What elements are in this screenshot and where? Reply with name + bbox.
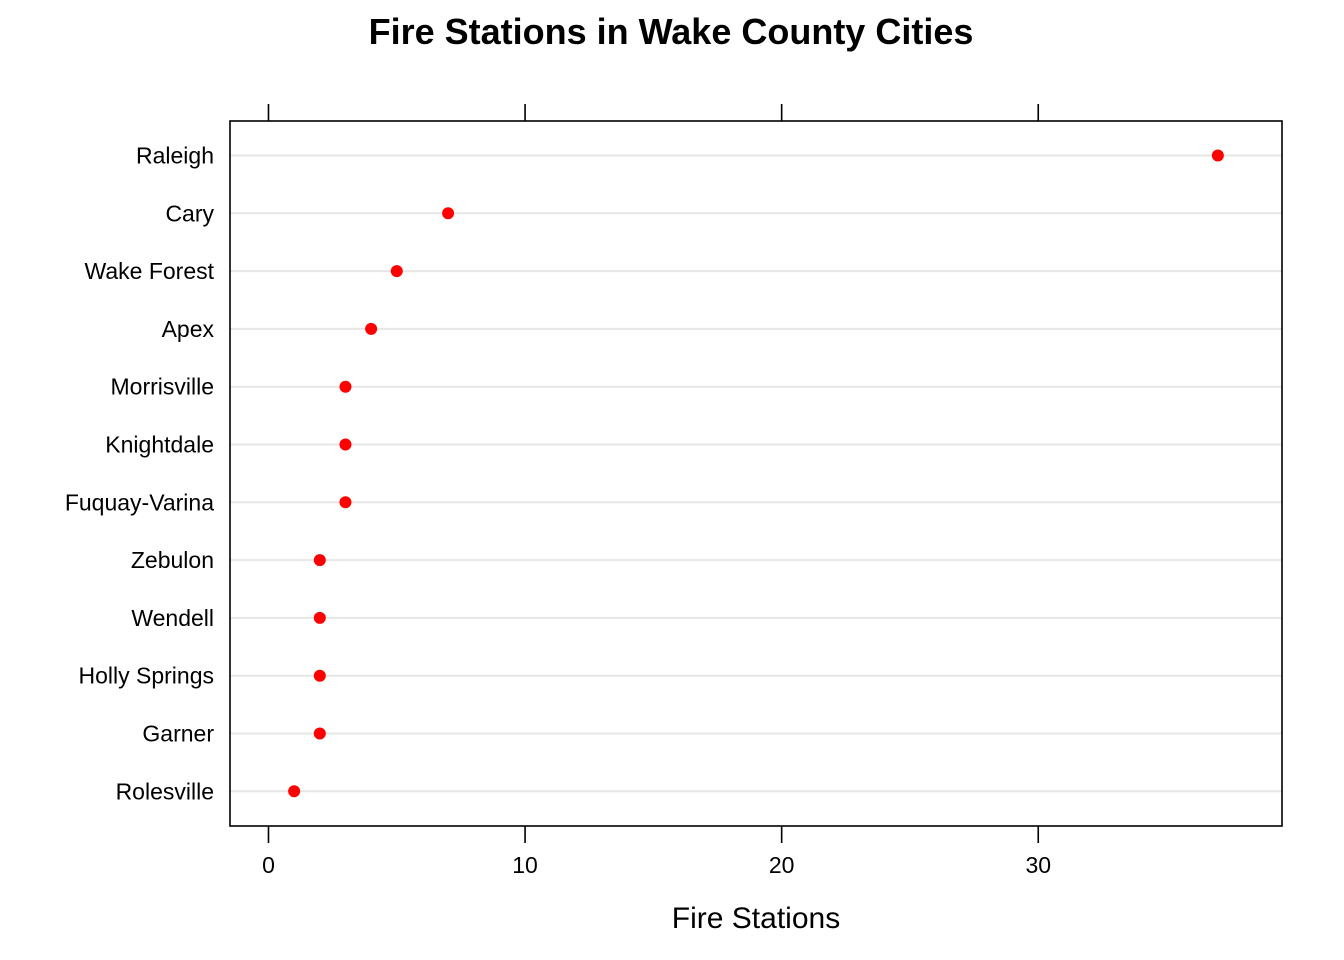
- data-point: [1211, 149, 1224, 162]
- category-label: Fuquay-Varina: [65, 489, 214, 515]
- category-label: Apex: [162, 316, 215, 342]
- category-labels: Raleigh Cary Wake Forest Apex Morrisville Kni…: [65, 143, 215, 805]
- data-point: [313, 554, 326, 567]
- category-label: Cary: [165, 200, 214, 226]
- data-point: [339, 438, 352, 451]
- data-point: [288, 785, 301, 798]
- category-label: Garner: [142, 721, 214, 747]
- category-label: Zebulon: [131, 547, 214, 573]
- x-tick-label: 20: [769, 852, 795, 878]
- x-tick-label: 0: [262, 852, 275, 878]
- data-point: [313, 727, 326, 740]
- plot-frame: [229, 120, 1283, 827]
- data-point: [313, 669, 326, 682]
- x-axis-label: Fire Stations: [672, 902, 840, 935]
- data-points: [288, 149, 1224, 798]
- category-label: Wake Forest: [84, 258, 214, 284]
- data-point: [442, 207, 455, 220]
- x-tick-label: 10: [512, 852, 538, 878]
- chart-title: Fire Stations in Wake County Cities: [369, 11, 974, 52]
- category-label: Rolesville: [116, 778, 214, 804]
- category-label: Raleigh: [136, 143, 214, 169]
- x-tick-label: 30: [1025, 852, 1051, 878]
- category-label: Morrisville: [111, 374, 215, 400]
- data-point: [365, 322, 378, 335]
- data-point: [390, 265, 403, 278]
- data-point: [313, 611, 326, 624]
- axis-ticks: 0 10 20 30: [262, 104, 1051, 878]
- data-point: [339, 380, 352, 393]
- data-point: [339, 496, 352, 509]
- category-label: Wendell: [131, 605, 214, 631]
- category-label: Holly Springs: [79, 663, 215, 689]
- grid-layer: [230, 154, 1282, 793]
- category-label: Knightdale: [105, 432, 214, 458]
